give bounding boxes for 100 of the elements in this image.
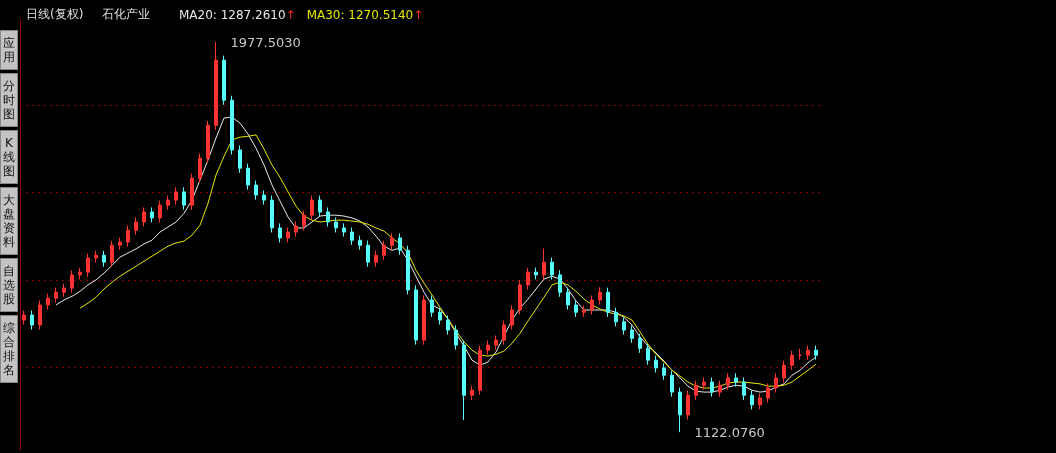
candlestick	[582, 304, 586, 318]
candlestick	[750, 390, 754, 410]
candlestick	[702, 377, 706, 391]
annotation: 1122.0760	[694, 424, 765, 440]
candlestick	[54, 287, 58, 304]
candlestick	[518, 279, 522, 316]
candlestick	[646, 343, 650, 366]
text: 应用	[0, 30, 18, 70]
candlestick	[550, 257, 554, 280]
candlestick	[438, 307, 442, 326]
candlestick	[574, 299, 578, 318]
candlestick	[238, 144, 242, 174]
candlestick	[598, 286, 602, 306]
candlestick	[430, 294, 434, 318]
candlestick	[190, 173, 194, 211]
candlestick	[374, 250, 378, 268]
candlestick	[38, 299, 42, 331]
candlestick	[686, 390, 690, 420]
candlestick	[734, 372, 738, 388]
candlestick	[262, 190, 266, 206]
candlestick	[534, 267, 538, 280]
candlestick	[254, 180, 258, 201]
text: 分时图	[0, 73, 18, 127]
candlestick	[214, 41, 218, 131]
candlestick	[342, 222, 346, 238]
candlestick	[606, 287, 610, 318]
text: MA20: 1287.2610↑	[179, 8, 296, 22]
candlestick	[478, 345, 482, 396]
candlestick	[174, 186, 178, 206]
candlestick	[662, 362, 666, 381]
candlestick	[414, 284, 418, 346]
candlestick	[102, 250, 106, 268]
candlestick	[278, 222, 282, 244]
candlestick	[406, 245, 410, 296]
candlestick	[422, 294, 426, 346]
candlestick	[142, 206, 146, 228]
candlestick	[302, 210, 306, 232]
candlestick	[334, 216, 338, 233]
candlestick	[270, 195, 274, 233]
text: MA30: 1270.5140↑	[306, 8, 424, 22]
candlestick	[134, 216, 138, 236]
candlestick	[742, 377, 746, 401]
candlestick	[630, 325, 634, 344]
candlestick	[726, 372, 730, 391]
candlestick	[118, 237, 122, 251]
candlestick	[206, 120, 210, 164]
candlestick	[462, 340, 466, 421]
candlestick	[590, 294, 594, 316]
candlestick	[510, 304, 514, 331]
candlestick	[806, 345, 810, 361]
candlestick	[126, 225, 130, 248]
candlestick	[766, 382, 770, 404]
candlestick	[62, 283, 66, 298]
candlestick	[30, 309, 34, 331]
candlestick	[86, 252, 90, 278]
candlestick	[718, 380, 722, 398]
candlestick	[542, 247, 546, 280]
text: K线图	[0, 130, 18, 184]
candlestick	[158, 200, 162, 223]
candlestick	[790, 350, 794, 371]
candlestick	[310, 195, 314, 221]
candlestick	[670, 370, 674, 398]
candlestick	[366, 240, 370, 268]
candlestick	[222, 55, 226, 106]
annotation: 1977.5030	[230, 34, 301, 50]
candlestick	[22, 309, 26, 326]
candlestick	[150, 206, 154, 223]
candlestick	[382, 240, 386, 261]
candlestick	[166, 195, 170, 211]
text: 自选股	[0, 258, 18, 312]
candlestick	[294, 221, 298, 238]
chart-subtitle: 石化产业	[102, 7, 150, 21]
candlestick	[182, 186, 186, 211]
text: 大盘资料	[0, 187, 18, 255]
candlestick	[326, 206, 330, 228]
candlestick	[814, 345, 818, 361]
candlestick	[230, 95, 234, 156]
candlestick	[494, 335, 498, 351]
candlestick	[566, 287, 570, 311]
candlestick	[70, 269, 74, 294]
candlestick	[470, 385, 474, 401]
candlestick	[614, 307, 618, 327]
candlestick	[710, 377, 714, 398]
candlestick	[486, 340, 490, 356]
candlestick	[246, 163, 250, 191]
candlestick	[774, 372, 778, 394]
candlestick	[446, 314, 450, 336]
candlestick	[78, 267, 82, 280]
chart-title: 日线(复权)	[26, 7, 84, 21]
candlestick	[390, 232, 394, 251]
candlestick	[558, 269, 562, 298]
candlestick	[358, 235, 362, 251]
candlestick	[678, 387, 682, 433]
candlestick	[638, 333, 642, 354]
candlestick	[110, 240, 114, 268]
candlestick	[94, 250, 98, 264]
candlestick	[454, 325, 458, 351]
candlestick	[782, 360, 786, 384]
candlestick	[398, 232, 402, 256]
candlestick	[694, 380, 698, 401]
